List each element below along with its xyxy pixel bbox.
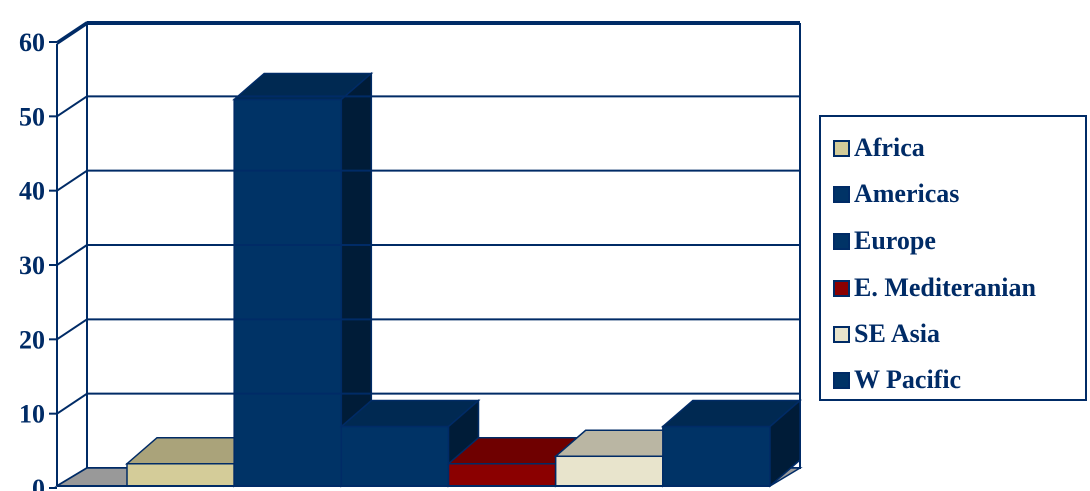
legend-swatch xyxy=(833,325,850,343)
legend-label: SE Asia xyxy=(854,319,940,348)
legend-swatch xyxy=(833,279,850,297)
bar-front xyxy=(340,425,450,487)
legend-label: W Pacific xyxy=(854,365,962,394)
legend-swatch xyxy=(833,371,850,389)
legend-label: E. Mediteranian xyxy=(854,273,1036,302)
bar-front xyxy=(554,455,664,487)
gridline-diagonal xyxy=(56,21,88,43)
y-tick-label: 40 xyxy=(19,177,45,206)
legend-label: Africa xyxy=(854,133,925,162)
gridline-diagonal xyxy=(56,244,88,266)
bar-side xyxy=(769,398,801,488)
gridline-diagonal xyxy=(56,95,88,118)
gridline-diagonal xyxy=(56,169,88,192)
bar-americas xyxy=(232,71,374,488)
legend-swatch xyxy=(833,139,850,157)
y-tick-label: 20 xyxy=(19,325,45,354)
chart-axes xyxy=(49,21,800,489)
legend: Africa Americas Europe E. Mediteranian S… xyxy=(819,115,1087,401)
gridline-diagonal xyxy=(56,318,88,341)
side-wall-top xyxy=(56,23,88,45)
legend-item-w-pacific: W Pacific xyxy=(833,365,961,395)
legend-item-africa: Africa xyxy=(833,133,925,163)
y-tick-label: 60 xyxy=(19,28,45,57)
bar-front xyxy=(447,462,557,487)
legend-label: Europe xyxy=(854,226,936,255)
y-tick-label: 10 xyxy=(19,400,45,429)
bar-front xyxy=(126,462,235,487)
legend-label: Americas xyxy=(854,179,960,208)
bar-front xyxy=(662,425,771,487)
y-tick-labels: 0 10 20 30 40 50 60 xyxy=(19,28,45,491)
legend-item-europe: Europe xyxy=(833,226,936,256)
legend-item-americas: Americas xyxy=(833,179,959,209)
legend-swatch xyxy=(833,185,850,203)
chart-bars xyxy=(124,71,803,488)
y-tick-label: 0 xyxy=(32,474,45,491)
legend-swatch xyxy=(833,232,850,250)
y-tick-label: 50 xyxy=(19,102,45,131)
bar-chart: 0 10 20 30 40 50 60 xyxy=(19,21,803,491)
legend-item-e-mediteranian: E. Mediteranian xyxy=(833,273,1036,303)
bar-w-pacific xyxy=(660,398,803,488)
gridline-diagonal xyxy=(56,392,88,415)
legend-item-se-asia: SE Asia xyxy=(833,319,940,349)
bar-front xyxy=(233,98,343,487)
y-tick-label: 30 xyxy=(19,251,45,280)
